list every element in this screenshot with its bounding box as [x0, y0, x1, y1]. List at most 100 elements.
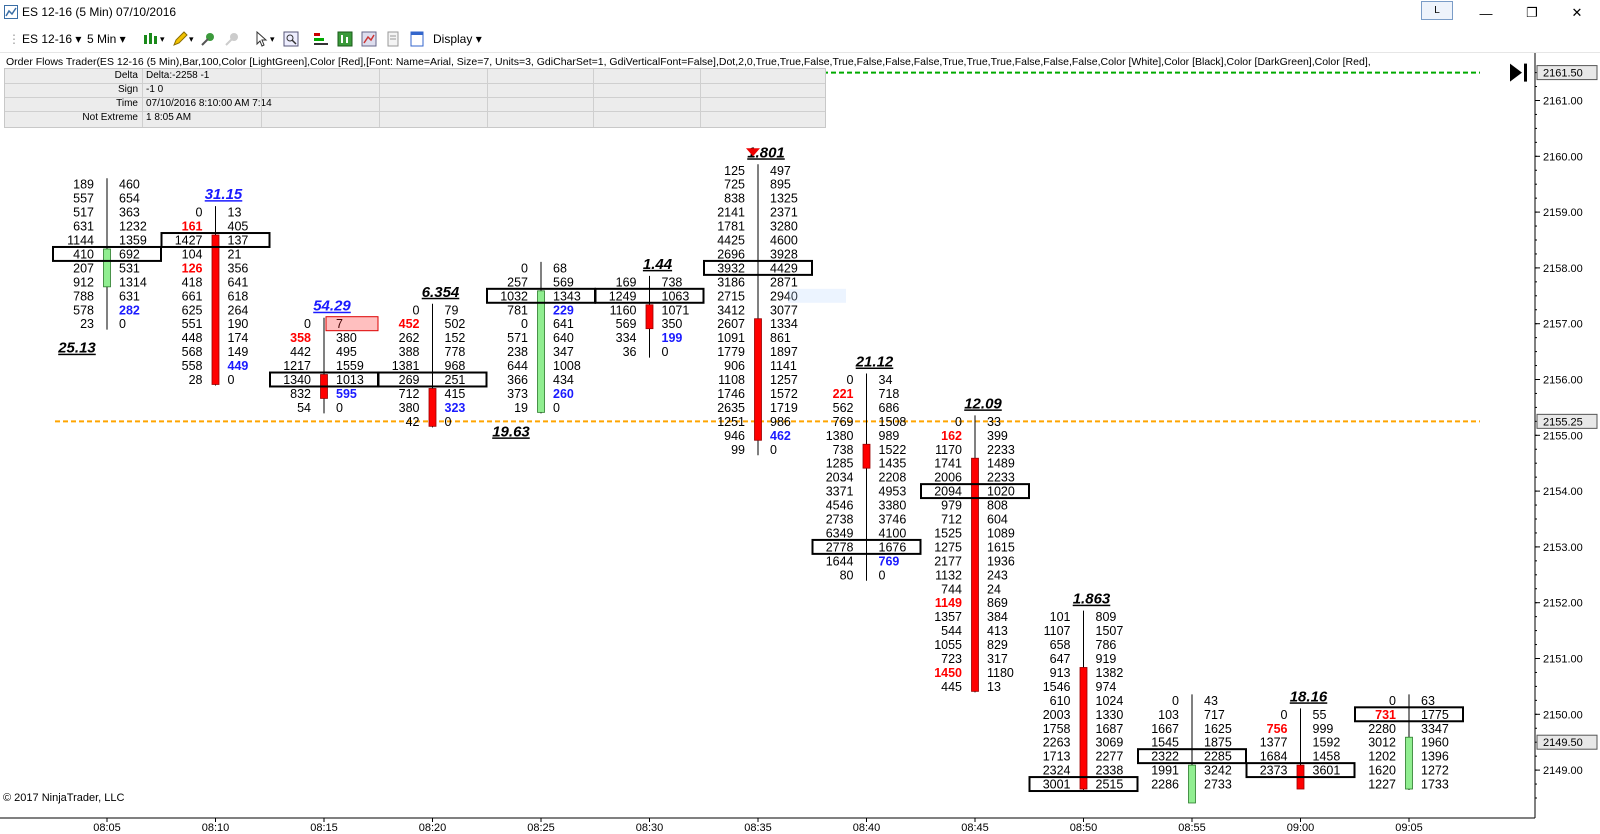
templates-icon[interactable] [385, 31, 401, 47]
ask-volume: 1180 [987, 666, 1014, 680]
bid-volume: 448 [182, 331, 203, 345]
bar-body [1188, 764, 1196, 804]
link-button[interactable]: L [1421, 1, 1453, 20]
ask-volume: 1325 [770, 192, 798, 206]
bid-volume: 1091 [717, 331, 745, 345]
ask-volume: 618 [228, 289, 249, 303]
properties-icon[interactable] [409, 31, 425, 47]
maximize-icon[interactable]: ❐ [1526, 5, 1538, 20]
bid-volume: 0 [304, 317, 311, 331]
ask-volume: 2285 [1204, 750, 1232, 764]
bid-volume: 36 [623, 345, 637, 359]
ask-volume: 3347 [1421, 722, 1449, 736]
ask-volume: 413 [987, 624, 1008, 638]
ask-volume: 251 [445, 373, 466, 387]
bid-volume: 1340 [283, 373, 311, 387]
bid-volume: 189 [73, 178, 94, 192]
indicators-icon[interactable] [337, 31, 353, 47]
ask-volume: 1489 [987, 457, 1015, 471]
ask-volume: 79 [445, 303, 459, 317]
close-icon[interactable]: ✕ [1571, 5, 1583, 20]
grid-divider [700, 69, 701, 127]
bid-volume: 257 [507, 275, 528, 289]
strategies-icon[interactable] [361, 31, 377, 47]
pencil-icon[interactable] [172, 31, 188, 47]
bid-volume: 725 [724, 178, 745, 192]
ask-volume: 3280 [770, 220, 798, 234]
ask-volume: 4429 [770, 261, 798, 275]
ratio-label: 1.44 [643, 256, 673, 273]
ask-volume: 3077 [770, 303, 798, 317]
zoom-icon[interactable] [283, 31, 299, 47]
chart-trader-icon[interactable] [313, 31, 329, 47]
ask-volume: 3069 [1096, 736, 1124, 750]
bid-volume: 756 [1267, 722, 1288, 736]
ask-volume: 778 [445, 345, 466, 359]
instrument-selector[interactable]: ES 12-16 ▾ [22, 32, 82, 46]
pencil-dropdown-icon[interactable]: ▾ [189, 34, 194, 44]
bid-volume: 1170 [935, 443, 962, 457]
order-flow-chart[interactable]: 2161.00 2160.00 2159.00 2158.00 2157.00 2156.… [0, 53, 1600, 834]
bid-volume: 0 [955, 415, 962, 429]
ask-volume: 495 [336, 345, 357, 359]
bid-volume: 1032 [500, 289, 528, 303]
bid-volume: 906 [724, 359, 745, 373]
bid-volume: 207 [73, 261, 94, 275]
bid-volume: 418 [182, 275, 203, 289]
bid-volume: 373 [507, 387, 528, 401]
copyright: © 2017 NinjaTrader, LLC [3, 792, 125, 804]
ask-volume: 1625 [1204, 722, 1232, 736]
ask-volume: 1458 [1313, 750, 1341, 764]
bid-volume: 1450 [934, 666, 962, 680]
bid-volume: 0 [413, 303, 420, 317]
pin-disabled-icon[interactable] [224, 31, 240, 47]
bid-volume: 1380 [826, 429, 854, 443]
interval-selector[interactable]: 5 Min ▾ [87, 32, 126, 46]
ask-volume: 13 [228, 206, 242, 220]
ask-volume: 989 [879, 429, 900, 443]
minimize-icon[interactable]: — [1479, 5, 1493, 21]
poc-box [594, 287, 705, 304]
bid-volume: 625 [182, 303, 203, 317]
y-tick-label: 2151.00 [1543, 654, 1583, 666]
ask-volume: 449 [228, 359, 249, 373]
poc-box [811, 538, 922, 555]
ask-volume: 405 [228, 220, 249, 234]
ask-volume: 631 [119, 289, 140, 303]
cursor-dropdown-icon[interactable]: ▾ [270, 34, 275, 44]
ask-volume: 0 [770, 443, 777, 457]
bid-volume: 2373 [1260, 764, 1288, 778]
ratio-label: 12.09 [964, 395, 1002, 412]
bid-volume: 644 [507, 359, 528, 373]
bid-volume: 744 [941, 582, 962, 596]
pin-icon[interactable] [200, 31, 216, 47]
cursor-icon[interactable] [254, 31, 270, 47]
bid-volume: 358 [290, 331, 311, 345]
bid-volume: 1667 [1151, 722, 1179, 736]
ask-volume: 347 [553, 345, 574, 359]
bid-volume: 2034 [826, 471, 854, 485]
ask-volume: 1775 [1421, 708, 1449, 722]
bar-type-icon[interactable] [143, 31, 159, 47]
bid-volume: 647 [1050, 652, 1071, 666]
bid-volume: 0 [1281, 708, 1288, 722]
bid-volume: 1713 [1043, 750, 1071, 764]
ask-volume: 1592 [1313, 736, 1341, 750]
bid-volume: 1149 [935, 596, 962, 610]
bid-volume: 366 [507, 373, 528, 387]
ask-volume: 1071 [662, 303, 690, 317]
ask-volume: 974 [1096, 680, 1117, 694]
poc-box [1137, 748, 1247, 765]
bid-volume: 769 [833, 415, 854, 429]
ask-volume: 654 [119, 192, 140, 206]
ask-volume: 1272 [1421, 764, 1449, 778]
display-menu[interactable]: Display ▾ [433, 32, 482, 46]
bid-volume: 610 [1050, 694, 1071, 708]
ask-volume: 174 [228, 331, 249, 345]
bar-type-dropdown-icon[interactable]: ▾ [160, 34, 165, 44]
bar-body [1079, 667, 1088, 790]
bid-volume: 569 [616, 317, 637, 331]
ask-volume: 1382 [1096, 666, 1124, 680]
bid-volume: 562 [833, 401, 854, 415]
ask-volume: 738 [662, 275, 683, 289]
